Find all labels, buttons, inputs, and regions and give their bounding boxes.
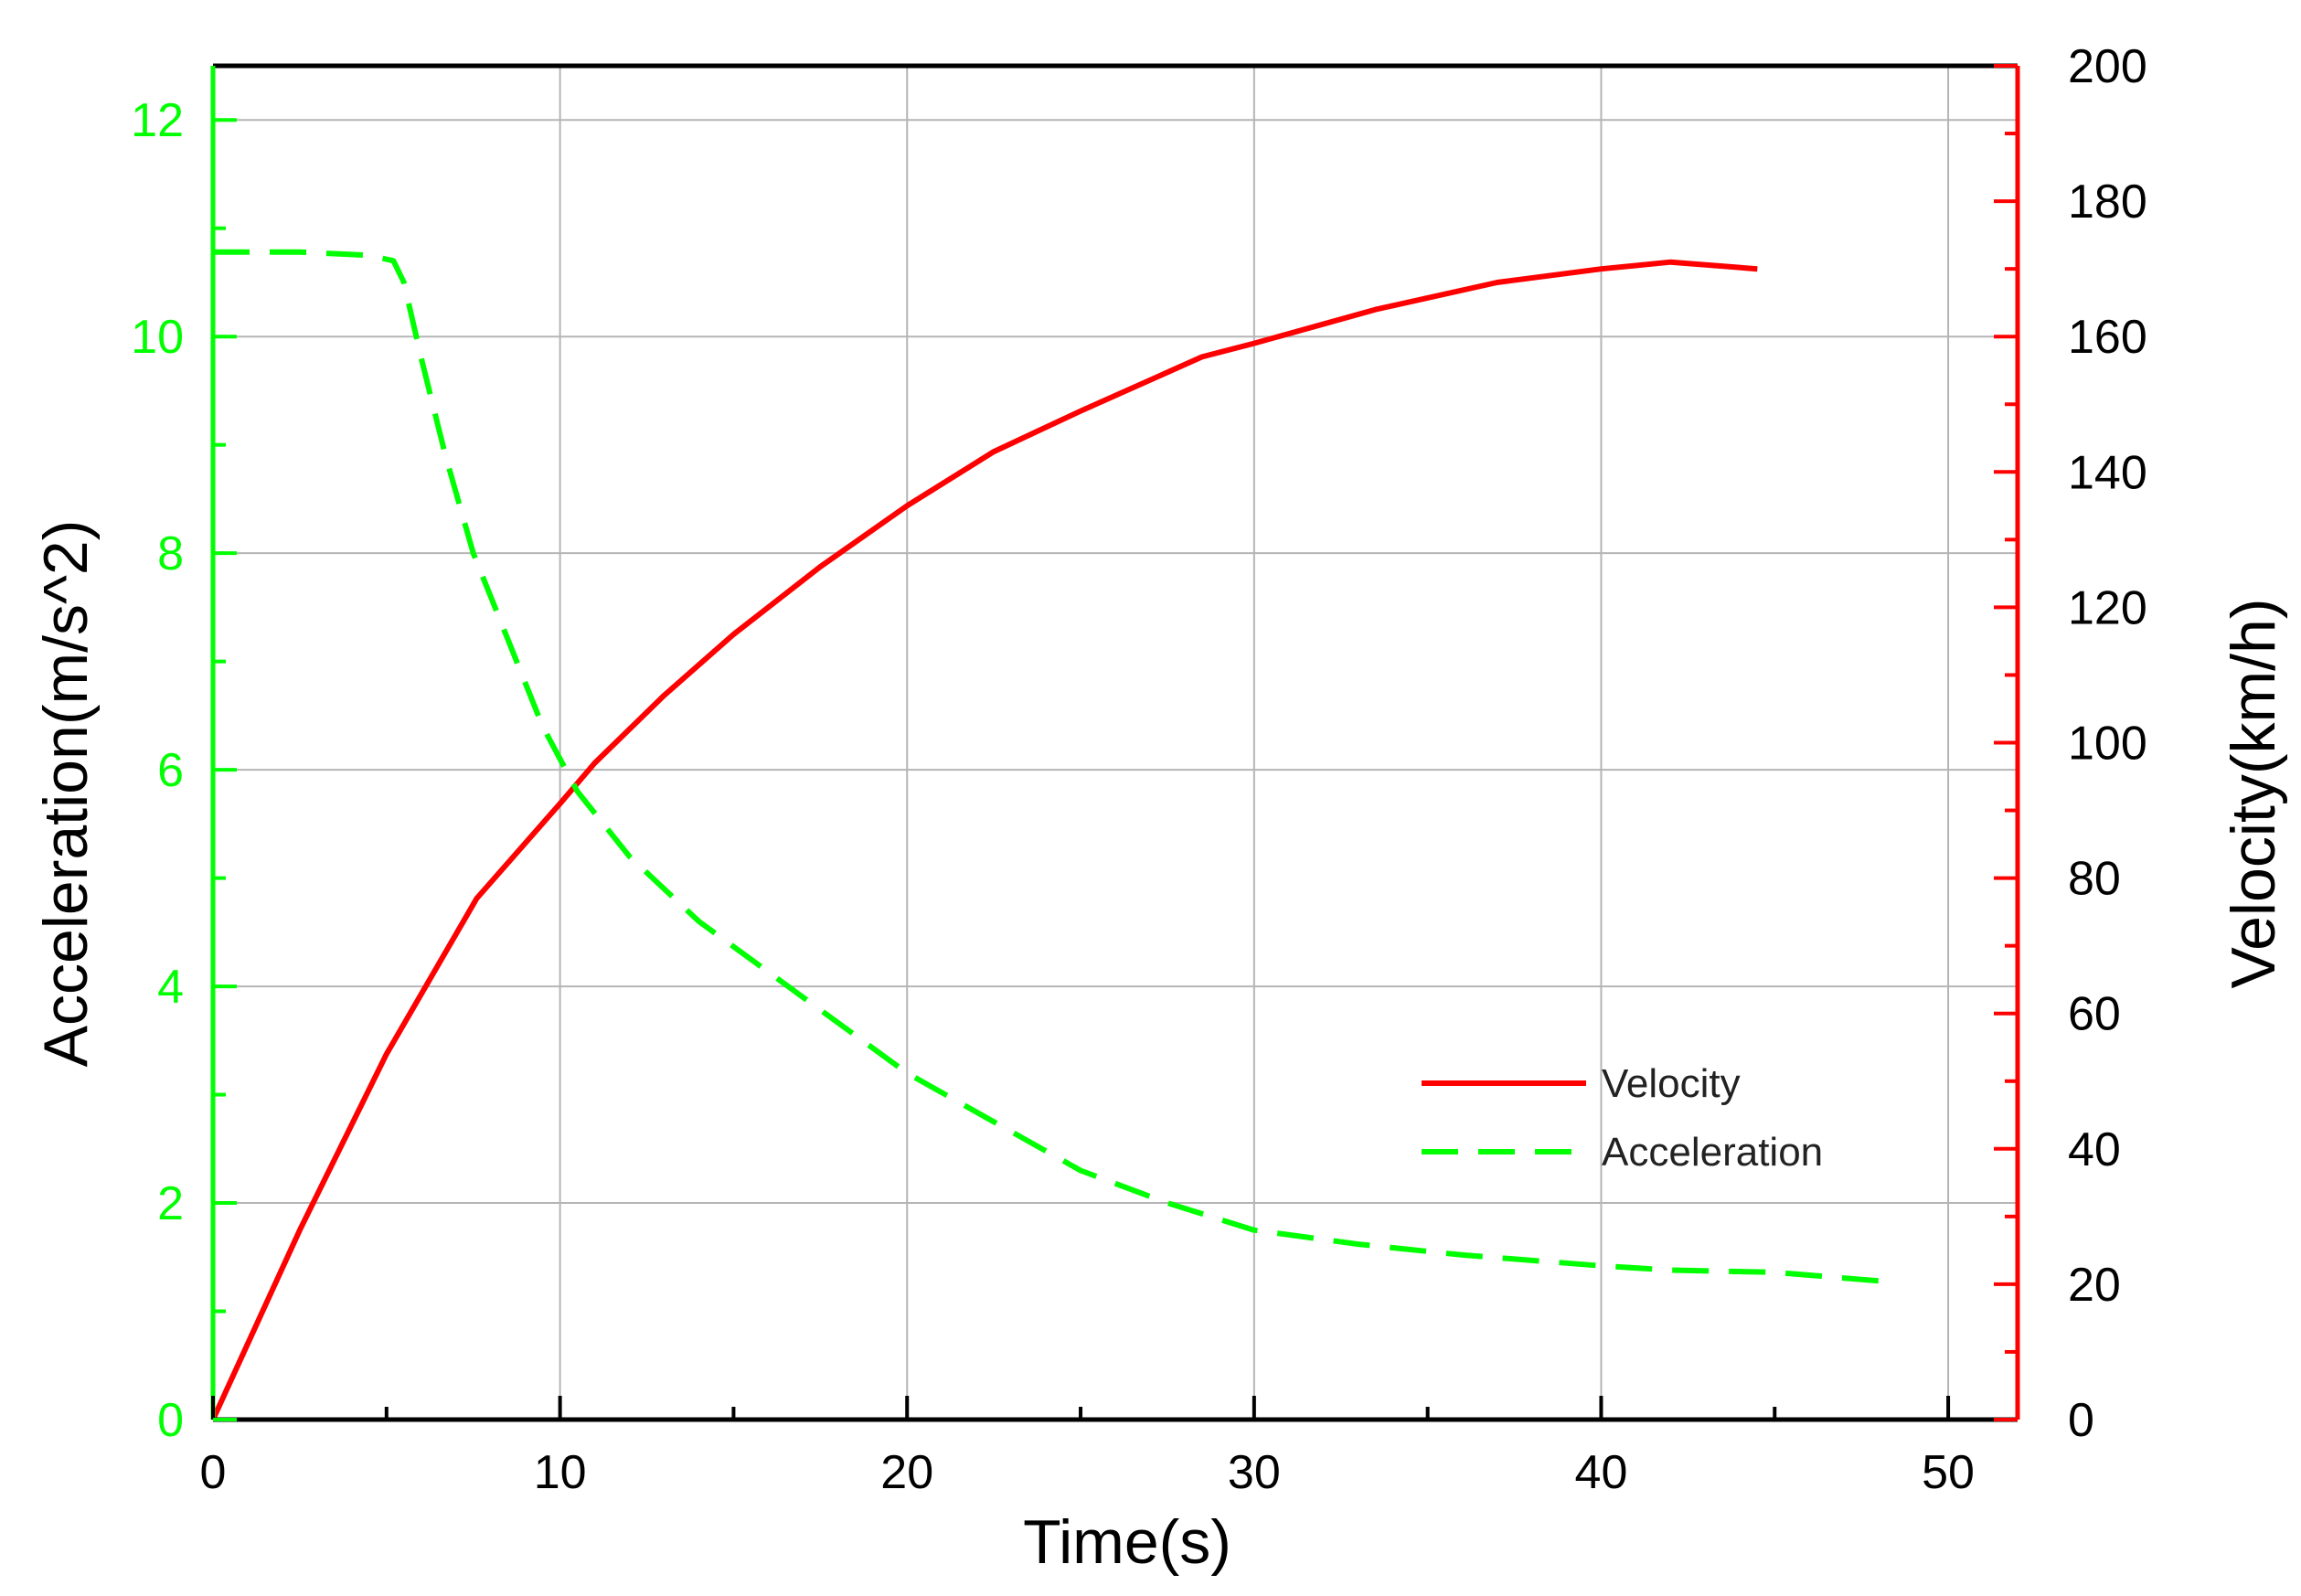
x-tick-label: 0 <box>200 1446 227 1499</box>
x-tick-label: 30 <box>1228 1446 1281 1499</box>
y-left-tick-label: 2 <box>157 1177 184 1230</box>
tick-labels: 0 10 20 30 40 5002468101202040608010012014016… <box>131 40 2147 1499</box>
y-right-tick-label: 0 <box>2068 1394 2094 1447</box>
x-tick-label: 40 <box>1575 1446 1628 1499</box>
legend-label-velocity: Velocity <box>1602 1061 1741 1106</box>
y-left-tick-label: 4 <box>157 961 184 1014</box>
legend: Velocity Acceleration <box>1422 1061 1823 1175</box>
y-right-tick-label: 140 <box>2068 446 2147 499</box>
axes-layer <box>210 63 2020 1422</box>
y-right-axis-title: Velocity(km/h) <box>2219 599 2288 989</box>
y-left-tick-label: 6 <box>157 744 184 797</box>
series-layer <box>210 249 1880 1421</box>
grid-lines <box>213 66 2018 1420</box>
y-right-tick-label: 120 <box>2068 581 2147 634</box>
series-line-acceleration <box>213 249 1880 1284</box>
y-right-tick-label: 80 <box>2068 853 2121 906</box>
y-left-axis-title: Acceleration(m/s^2) <box>31 520 101 1068</box>
x-tick-label: 10 <box>534 1446 587 1499</box>
y-left-tick-label: 8 <box>157 527 184 580</box>
y-right-tick-label: 160 <box>2068 311 2147 364</box>
legend-label-acceleration: Acceleration <box>1602 1130 1823 1175</box>
y-left-tick-label: 0 <box>157 1394 184 1447</box>
y-right-tick-label: 60 <box>2068 988 2121 1041</box>
y-left-tick-label: 12 <box>131 94 184 147</box>
x-axis-title: Time(s) <box>1023 1507 1231 1577</box>
y-right-tick-label: 40 <box>2068 1123 2121 1176</box>
y-right-tick-label: 180 <box>2068 176 2147 229</box>
x-tick-label: 50 <box>1922 1446 1975 1499</box>
y-right-tick-label: 20 <box>2068 1259 2121 1312</box>
x-tick-label: 20 <box>880 1446 933 1499</box>
y-left-tick-label: 10 <box>131 311 184 364</box>
y-right-tick-label: 200 <box>2068 40 2147 93</box>
ticks-layer <box>211 64 2018 1421</box>
series-line-velocity <box>210 259 1758 1421</box>
y-right-tick-label: 100 <box>2068 718 2147 771</box>
